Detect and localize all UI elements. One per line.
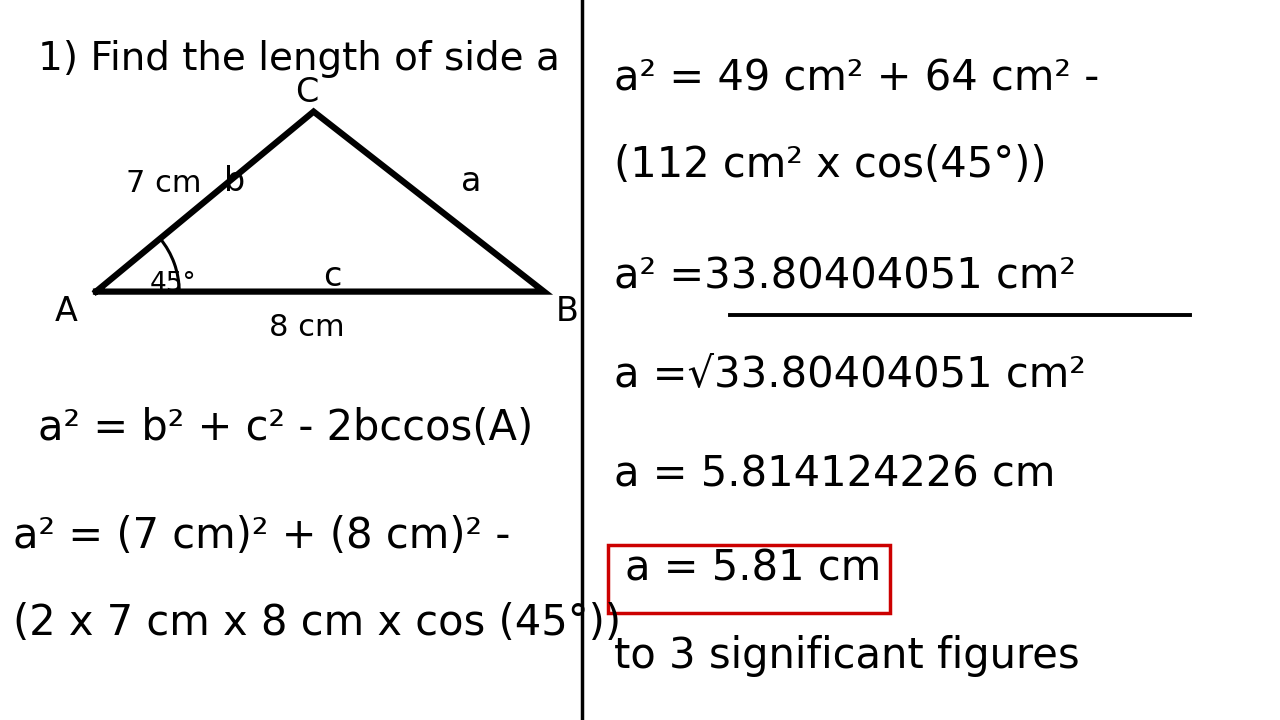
Text: (2 x 7 cm x 8 cm x cos (45°)): (2 x 7 cm x 8 cm x cos (45°)) xyxy=(13,602,621,644)
Text: 45°: 45° xyxy=(150,271,196,297)
Bar xyxy=(608,545,890,613)
Text: B: B xyxy=(556,294,579,328)
Text: a =√33.80404051 cm²: a =√33.80404051 cm² xyxy=(614,353,1087,395)
Text: 1) Find the length of side a: 1) Find the length of side a xyxy=(38,40,561,78)
Text: a² = 49 cm² + 64 cm² -: a² = 49 cm² + 64 cm² - xyxy=(614,58,1100,99)
Text: to 3 significant figures: to 3 significant figures xyxy=(614,635,1080,677)
Text: 7 cm: 7 cm xyxy=(127,169,201,198)
Text: a² =33.80404051 cm²: a² =33.80404051 cm² xyxy=(614,256,1076,297)
Text: c: c xyxy=(324,260,342,293)
Text: 8 cm: 8 cm xyxy=(269,313,346,342)
Text: a² = b² + c² - 2bccos(A): a² = b² + c² - 2bccos(A) xyxy=(38,408,534,449)
Text: C: C xyxy=(296,76,319,109)
Text: a: a xyxy=(461,165,481,198)
Text: a² = (7 cm)² + (8 cm)² -: a² = (7 cm)² + (8 cm)² - xyxy=(13,516,511,557)
Text: b: b xyxy=(224,165,244,198)
Text: (112 cm² x cos(45°)): (112 cm² x cos(45°)) xyxy=(614,144,1047,186)
Text: A: A xyxy=(55,294,78,328)
Text: a = 5.814124226 cm: a = 5.814124226 cm xyxy=(614,454,1056,495)
Text: a = 5.81 cm: a = 5.81 cm xyxy=(625,547,881,589)
